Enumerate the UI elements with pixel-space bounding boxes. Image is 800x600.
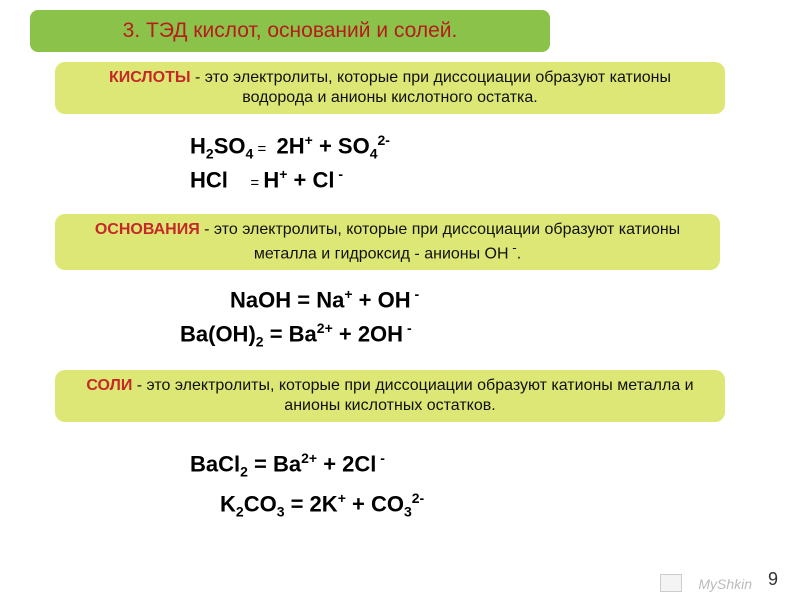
eq-part: SO <box>214 133 246 158</box>
bases-text-a: - это электролиты, которые при диссоциац… <box>200 221 680 262</box>
equation-h2so4: H2SO4 = 2H+ + SO42- <box>190 132 390 162</box>
equation-hcl: HCl = H+ + Cl - <box>190 166 343 193</box>
eq-sup: - <box>403 320 412 336</box>
eq-sub: 3 <box>404 504 412 520</box>
eq-sub: 2 <box>206 146 214 162</box>
equation-bacl2: BaCl2 = Ba2+ + 2Cl - <box>190 450 385 480</box>
eq-part: = Ba <box>264 321 317 346</box>
salts-highlight: СОЛИ <box>86 377 132 394</box>
eq-part: + SO <box>313 133 370 158</box>
definition-bases: ОСНОВАНИЯ - это электролиты, которые при… <box>55 214 720 270</box>
eq-part: + OH <box>353 287 411 312</box>
eq-part: + CO <box>346 491 404 516</box>
equation-k2co3: K2CO3 = 2K+ + CO32- <box>220 490 424 520</box>
eq-part: CO <box>244 491 277 516</box>
eq-sub: 4 <box>370 146 378 162</box>
eq-part: H <box>263 167 279 192</box>
acids-highlight: КИСЛОТЫ <box>109 69 191 86</box>
eq-part: + 2OH <box>333 321 403 346</box>
eq-eq: = <box>246 174 263 191</box>
watermark-icon <box>660 574 682 592</box>
page-number: 9 <box>768 569 778 590</box>
eq-sub: 2 <box>240 464 248 480</box>
eq-part: = 2K <box>284 491 337 516</box>
eq-part: = Ba <box>248 451 301 476</box>
eq-sup: - <box>335 166 344 182</box>
eq-sup: - <box>376 450 385 466</box>
eq-sup: + <box>338 490 346 506</box>
salts-text: - это электролиты, которые при диссоциац… <box>132 377 693 414</box>
section-title: 3. ТЭД кислот, оснований и солей. <box>30 10 550 52</box>
eq-part: Ba(OH) <box>180 321 256 346</box>
eq-part: + 2Cl <box>317 451 376 476</box>
eq-sup: - <box>411 286 420 302</box>
bases-text-b: . <box>517 245 521 262</box>
eq-part: K <box>220 491 236 516</box>
equation-baoh2: Ba(OH)2 = Ba2+ + 2OH - <box>180 320 412 350</box>
eq-sup: + <box>305 132 313 148</box>
eq-sup: 2+ <box>317 320 333 336</box>
eq-sup: 2- <box>377 132 389 148</box>
equation-naoh: NaOH = Na+ + OH - <box>230 286 419 313</box>
eq-part: 2H <box>277 133 305 158</box>
eq-part: H <box>190 133 206 158</box>
eq-sup: + <box>344 286 352 302</box>
eq-part: NaOH = Na <box>230 287 344 312</box>
bases-highlight: ОСНОВАНИЯ <box>95 221 200 238</box>
eq-sub: 2 <box>256 334 264 350</box>
eq-sup: 2- <box>412 490 424 506</box>
acids-text: - это электролиты, которые при диссоциац… <box>191 69 671 106</box>
eq-sup: 2+ <box>301 450 317 466</box>
eq-part: HCl <box>190 167 234 192</box>
bases-sup: - <box>509 240 517 255</box>
watermark-text: MyShkin <box>698 576 752 592</box>
definition-salts: СОЛИ - это электролиты, которые при дисс… <box>55 370 725 422</box>
eq-sub: 2 <box>236 504 244 520</box>
eq-part: + Cl <box>287 167 334 192</box>
section-title-text: 3. ТЭД кислот, оснований и солей. <box>123 19 458 43</box>
eq-part: BaCl <box>190 451 240 476</box>
eq-eq: = <box>253 140 270 157</box>
definition-acids: КИСЛОТЫ - это электролиты, которые при д… <box>55 62 725 114</box>
